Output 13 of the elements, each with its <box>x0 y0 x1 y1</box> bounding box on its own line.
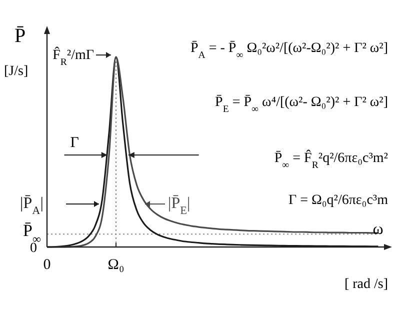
y-axis-title: P̄ <box>14 25 26 47</box>
text: [ rad /s] <box>344 277 388 292</box>
annotation: Γ <box>70 135 80 151</box>
annotation: P̄$_{E}$ = P̄$_{∞}$ ω⁴/[(ω²- Ω₀²)² + Γ² ω²] <box>215 94 388 114</box>
annotation: P̄$_{∞}$ = F̂$_{R}$²q²/6πε₀c³m² <box>274 149 388 170</box>
text: [J/s] <box>4 64 28 79</box>
series-label: |P̄$_{A}$| <box>20 195 44 217</box>
annotation: P̄$_{A}$ = - P̄$_{∞}$ Ω₀²ω²/[(ω²-Ω₀²)² + Γ² ω²] <box>190 40 388 60</box>
annotation: Γ = Ω₀q²/6πε₀c³m <box>288 193 388 208</box>
annotation: F̂$_{R}$²/mΓ <box>52 46 94 68</box>
legend-label: |P̄$_{E}$| <box>168 195 190 217</box>
x-tick-label: Ω₀ <box>108 257 124 273</box>
x-axis-title: ω <box>372 221 384 238</box>
